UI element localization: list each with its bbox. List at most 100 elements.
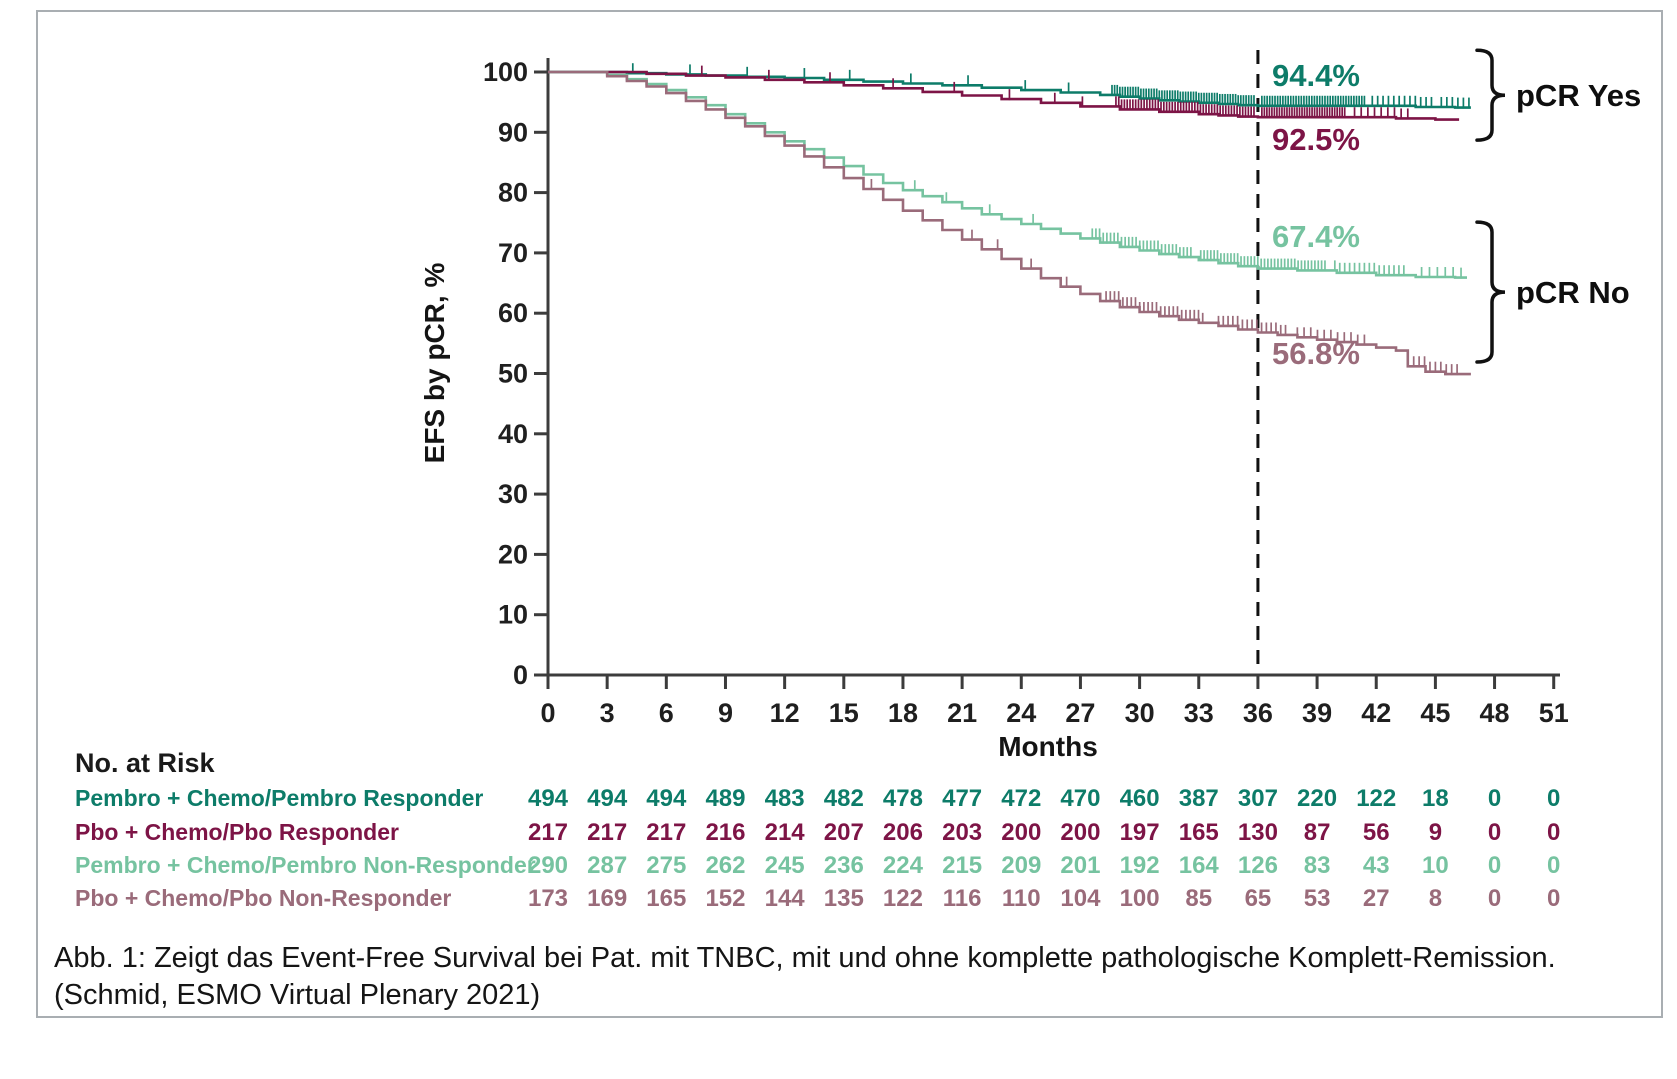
y-tick-label: 20 (498, 539, 528, 569)
annotation-value-2: 67.4% (1272, 219, 1360, 254)
x-tick-label: 27 (1065, 698, 1095, 728)
y-tick-label: 40 (498, 419, 528, 449)
risk-value: 216 (705, 819, 745, 846)
risk-value: 83 (1304, 852, 1331, 879)
risk-value: 126 (1238, 852, 1278, 879)
risk-value: 152 (705, 885, 745, 912)
x-tick-label: 51 (1539, 698, 1569, 728)
risk-value: 122 (1356, 785, 1396, 812)
x-tick-label: 24 (1006, 698, 1036, 728)
risk-value: 200 (1001, 819, 1041, 846)
km-curve-1 (548, 70, 1460, 121)
x-tick-label: 18 (888, 698, 918, 728)
x-tick-label: 30 (1125, 698, 1155, 728)
risk-value: 494 (587, 785, 628, 812)
risk-value: 0 (1488, 885, 1501, 912)
annotation-value-1: 92.5% (1272, 122, 1360, 157)
x-tick-label: 36 (1243, 698, 1273, 728)
risk-value: 0 (1547, 852, 1560, 879)
risk-row-label-1: Pbo + Chemo/Pbo Responder (75, 819, 399, 845)
figure-caption-line2: (Schmid, ESMO Virtual Plenary 2021) (54, 979, 541, 1011)
y-axis-title: EFS by pCR, % (419, 263, 450, 464)
risk-value: 275 (646, 852, 686, 879)
y-tick-label: 10 (498, 600, 528, 630)
risk-value: 197 (1120, 819, 1160, 846)
y-tick-label: 0 (513, 660, 528, 690)
risk-value: 9 (1429, 819, 1442, 846)
risk-value: 494 (646, 785, 687, 812)
x-tick-label: 48 (1480, 698, 1510, 728)
risk-value: 387 (1179, 785, 1219, 812)
risk-value: 43 (1363, 852, 1390, 879)
risk-row-label-0: Pembro + Chemo/Pembro Responder (75, 785, 483, 811)
figure-caption-line1: Abb. 1: Zeigt das Event-Free Survival be… (54, 942, 1556, 974)
risk-value: 87 (1304, 819, 1331, 846)
risk-table-title: No. at Risk (75, 748, 216, 778)
y-tick-label: 70 (498, 238, 528, 268)
risk-value: 65 (1245, 885, 1272, 912)
group-bracket-0 (1475, 48, 1506, 142)
x-tick-label: 33 (1184, 698, 1214, 728)
risk-value: 130 (1238, 819, 1278, 846)
risk-value: 207 (824, 819, 864, 846)
risk-value: 0 (1488, 819, 1501, 846)
y-tick-label: 90 (498, 117, 528, 147)
risk-row-label-2: Pembro + Chemo/Pembro Non-Responder (75, 852, 536, 878)
risk-value: 290 (528, 852, 568, 879)
risk-value: 217 (587, 819, 627, 846)
risk-value: 10 (1422, 852, 1449, 879)
risk-value: 489 (705, 785, 745, 812)
risk-value: 482 (824, 785, 864, 812)
risk-value: 483 (765, 785, 805, 812)
risk-value: 472 (1001, 785, 1041, 812)
risk-value: 203 (942, 819, 982, 846)
risk-value: 214 (765, 819, 806, 846)
x-tick-label: 21 (947, 698, 977, 728)
risk-value: 494 (528, 785, 569, 812)
risk-value: 217 (646, 819, 686, 846)
x-tick-label: 6 (659, 698, 674, 728)
km-curve-2 (548, 70, 1467, 279)
risk-value: 0 (1547, 785, 1560, 812)
risk-value: 53 (1304, 885, 1331, 912)
risk-value: 104 (1060, 885, 1101, 912)
annotation-value-3: 56.8% (1272, 336, 1360, 371)
risk-value: 169 (587, 885, 627, 912)
x-tick-label: 45 (1420, 698, 1450, 728)
group-bracket-1 (1475, 220, 1506, 364)
risk-value: 478 (883, 785, 923, 812)
y-tick-label: 50 (498, 359, 528, 389)
risk-value: 135 (824, 885, 864, 912)
x-tick-label: 0 (540, 698, 555, 728)
risk-value: 206 (883, 819, 923, 846)
risk-row-label-3: Pbo + Chemo/Pbo Non-Responder (75, 885, 451, 911)
x-tick-label: 12 (770, 698, 800, 728)
x-axis-title: Months (998, 731, 1098, 762)
risk-value: 110 (1002, 885, 1041, 912)
group-label-1: pCR No (1516, 275, 1630, 310)
y-tick-label: 60 (498, 298, 528, 328)
risk-value: 220 (1297, 785, 1337, 812)
risk-value: 100 (1120, 885, 1160, 912)
risk-value: 287 (587, 852, 627, 879)
risk-value: 215 (942, 852, 982, 879)
risk-value: 27 (1363, 885, 1390, 912)
risk-value: 0 (1547, 819, 1560, 846)
risk-value: 0 (1488, 785, 1501, 812)
risk-value: 470 (1060, 785, 1100, 812)
group-label-0: pCR Yes (1516, 78, 1641, 113)
risk-value: 144 (765, 885, 806, 912)
risk-value: 201 (1060, 852, 1100, 879)
risk-value: 0 (1547, 885, 1560, 912)
risk-value: 0 (1488, 852, 1501, 879)
risk-value: 18 (1422, 785, 1449, 812)
x-tick-label: 15 (829, 698, 859, 728)
y-tick-label: 100 (483, 57, 528, 87)
x-tick-label: 39 (1302, 698, 1332, 728)
risk-value: 200 (1060, 819, 1100, 846)
risk-value: 307 (1238, 785, 1278, 812)
x-tick-label: 9 (718, 698, 733, 728)
risk-value: 122 (883, 885, 923, 912)
